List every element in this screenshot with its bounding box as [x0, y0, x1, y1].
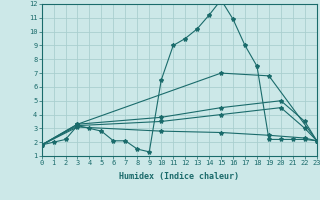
X-axis label: Humidex (Indice chaleur): Humidex (Indice chaleur): [119, 172, 239, 181]
